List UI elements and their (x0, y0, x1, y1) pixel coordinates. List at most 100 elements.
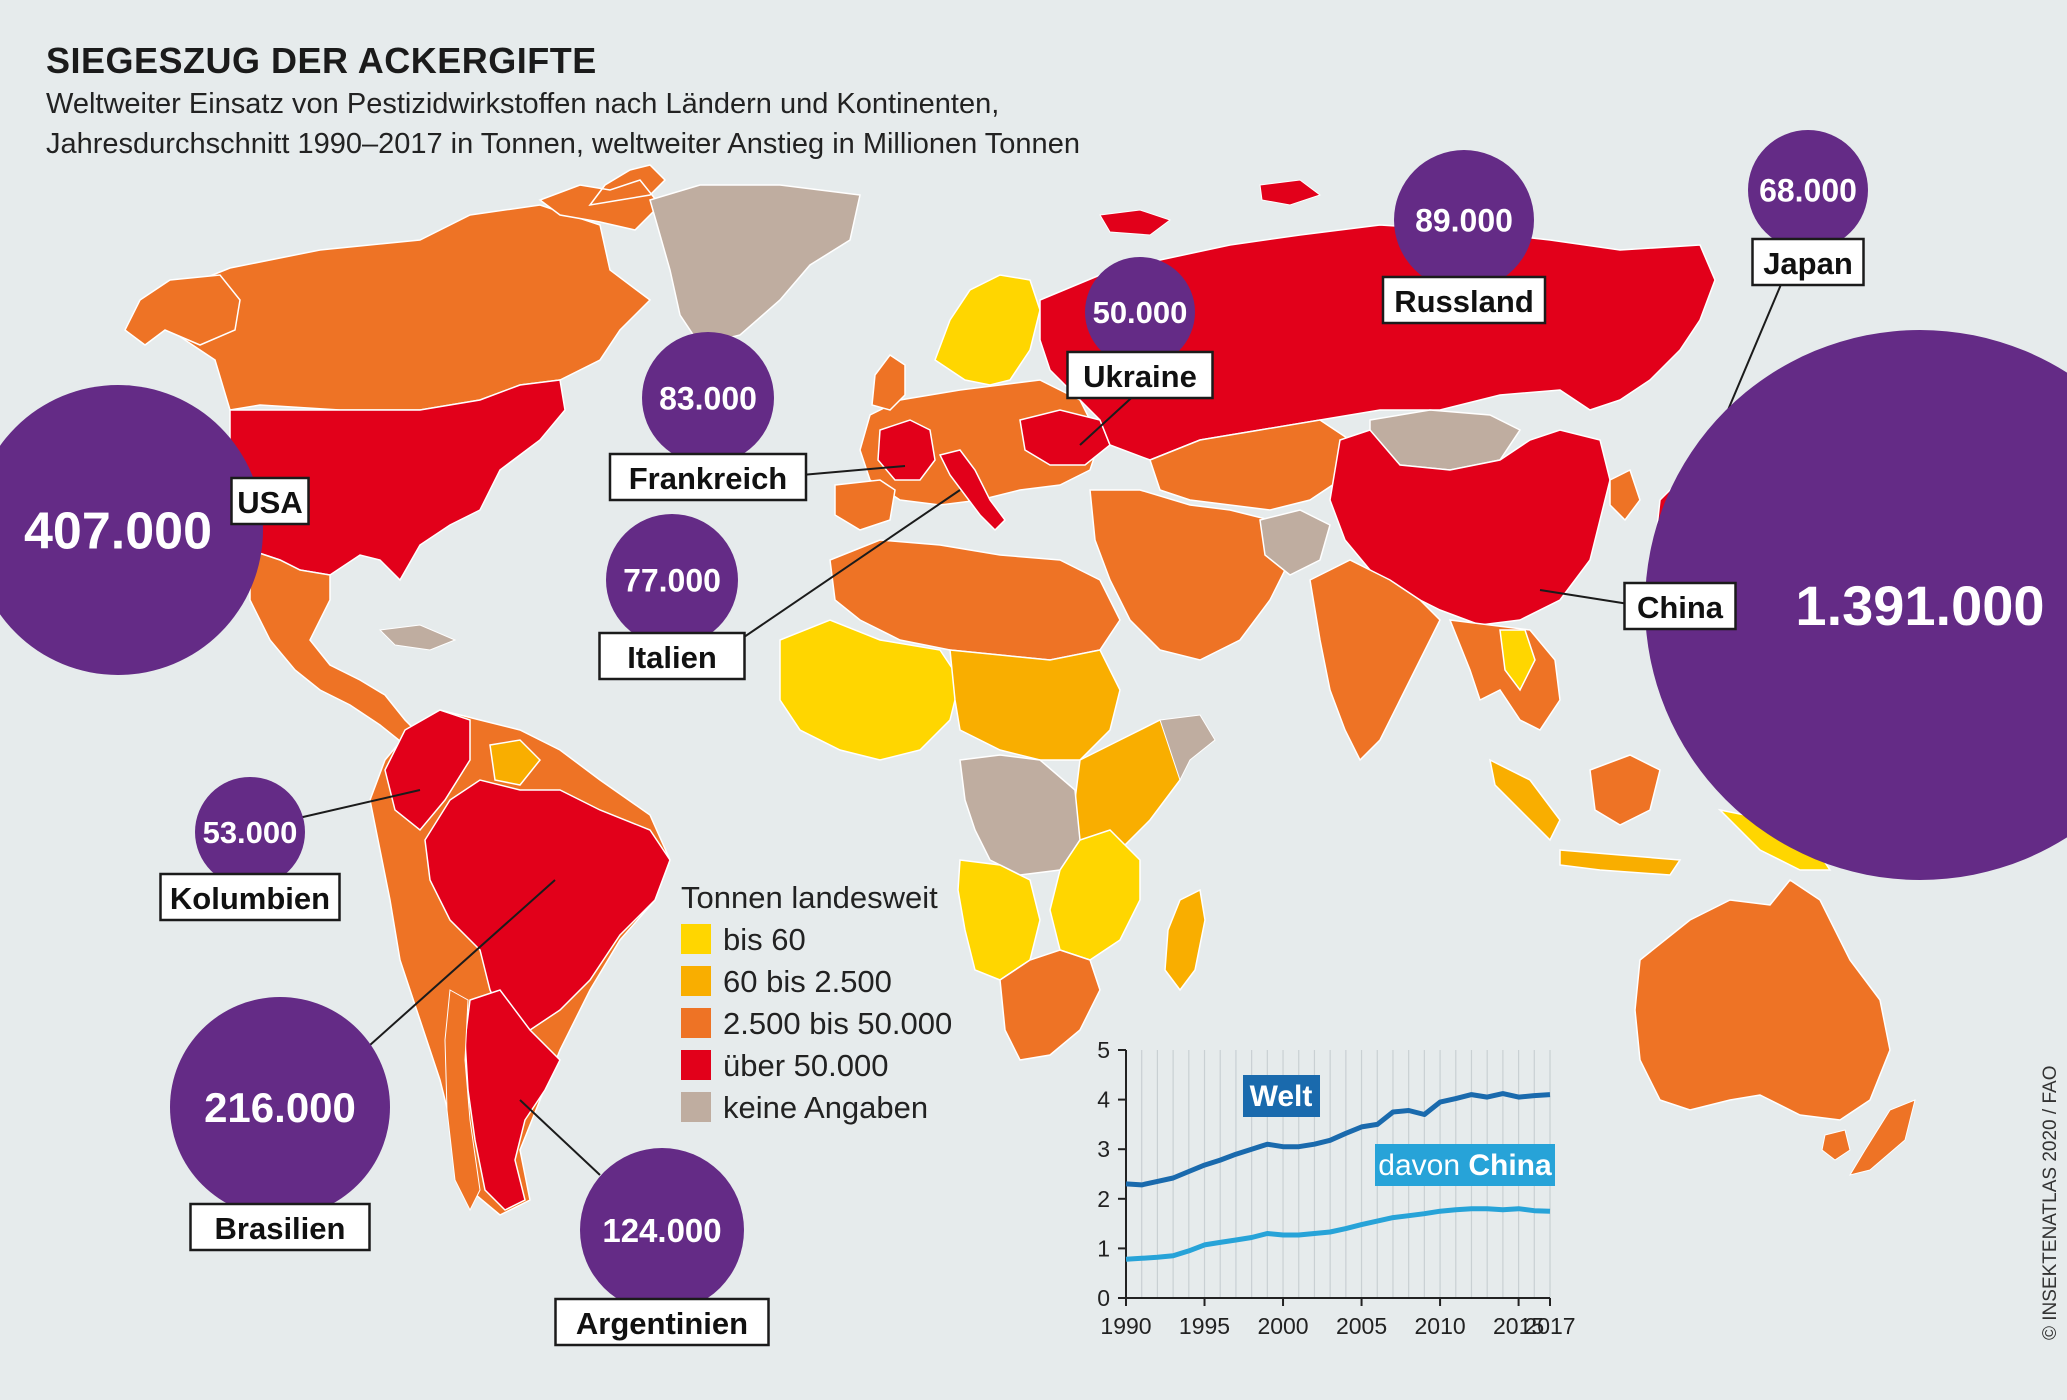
region-argentina (464, 989, 561, 1211)
bubble-argentinien (580, 1148, 744, 1312)
x-tick-1990: 1990 (1100, 1313, 1151, 1339)
series-label-box-china (1375, 1144, 1555, 1186)
bubble-china (1645, 330, 2067, 880)
label-box-ukraine (1066, 350, 1214, 400)
region-horn (1159, 714, 1216, 782)
x-tick-2005: 2005 (1336, 1313, 1387, 1339)
bubble-value-kolumbien: 53.000 (203, 815, 298, 850)
region-tasmania (1821, 1129, 1851, 1161)
bubble-italien (606, 514, 738, 646)
subtitle-line-2: Jahresdurchschnitt 1990–2017 in Tonnen, … (46, 128, 1080, 160)
series-label-china: davon China (1378, 1149, 1552, 1182)
region-russia-islands (1099, 179, 1322, 236)
bubble-frankreich (642, 332, 774, 464)
chart-series-labels: Welt davon China (1243, 1075, 1555, 1186)
y-tick-5: 5 (1097, 1037, 1110, 1063)
region-guyana (489, 739, 542, 786)
x-tick-1995: 1995 (1179, 1313, 1230, 1339)
label-layer: USA Frankreich Italien Ukraine Russland Japan… (159, 237, 1865, 1347)
legend-item-keine-angaben: keine Angaben (723, 1090, 928, 1125)
series-label-china-prefix: davon (1378, 1149, 1468, 1182)
y-tick-2: 2 (1097, 1186, 1110, 1212)
bubble-ukraine (1085, 257, 1195, 367)
y-tick-1: 1 (1097, 1235, 1110, 1261)
region-southern-africa (999, 949, 1101, 1061)
bubble-usa (0, 385, 263, 675)
series-label-china-bold: China (1468, 1149, 1552, 1182)
region-new-zealand (1848, 1099, 1916, 1176)
legend-item-bis-60: bis 60 (723, 922, 806, 957)
region-central-asia (1149, 419, 1351, 511)
legend-title: Tonnen landesweit (681, 880, 938, 915)
label-japan: Japan (1763, 246, 1853, 281)
bubble-value-brasilien: 216.000 (204, 1084, 356, 1131)
region-iberia (834, 479, 896, 531)
chart-axes (1125, 1050, 1550, 1299)
region-korea (1609, 468, 1641, 522)
region-sahel (949, 649, 1121, 761)
label-box-china (1623, 581, 1737, 631)
x-tick-2015: 2015 (1493, 1313, 1544, 1339)
series-label-welt: Welt (1250, 1080, 1313, 1113)
bubble-value-usa: 407.000 (24, 503, 212, 561)
label-italien: Italien (627, 640, 717, 675)
label-brasilien: Brasilien (215, 1211, 346, 1246)
bubble-russland (1394, 150, 1534, 290)
label-usa: USA (237, 485, 302, 520)
chart-lines (1125, 1091, 1551, 1262)
region-afghanistan (1259, 509, 1331, 576)
label-box-argentinien (554, 1297, 770, 1347)
label-argentinien: Argentinien (576, 1306, 748, 1341)
y-tick-3: 3 (1097, 1136, 1110, 1162)
y-tick-4: 4 (1097, 1087, 1110, 1113)
bubble-japan (1748, 130, 1868, 250)
label-china: China (1637, 590, 1724, 625)
label-ukraine: Ukraine (1083, 359, 1197, 394)
region-india (1309, 559, 1441, 762)
legend-item-ueber-50000: über 50.000 (723, 1048, 888, 1083)
credit: © INSEKTENATLAS 2020 / FAO (2040, 1065, 2061, 1340)
label-frankreich: Frankreich (629, 461, 788, 496)
legend-swatch-2500-50000 (681, 1008, 711, 1038)
region-france (877, 419, 936, 481)
x-tick-2017: 2017 (1524, 1313, 1575, 1339)
label-kolumbien: Kolumbien (170, 881, 330, 916)
bubble-value-argentinien: 124.000 (602, 1212, 721, 1249)
legend-swatch-60-2500 (681, 966, 711, 996)
series-line-davon-china (1125, 1206, 1551, 1262)
region-ukraine (1019, 409, 1111, 466)
region-greenland (649, 184, 861, 346)
region-scandinavia (934, 274, 1041, 386)
legend-item-2500-50000: 2.500 bis 50.000 (723, 1006, 952, 1041)
region-se-asia (1448, 619, 1561, 731)
x-tick-2010: 2010 (1414, 1313, 1465, 1339)
bubble-value-russland: 89.000 (1415, 203, 1513, 239)
label-box-frankreich (608, 452, 808, 502)
region-italy (938, 449, 1006, 532)
bubble-value-italien: 77.000 (623, 563, 721, 599)
bubble-value-china: 1.391.000 (1795, 574, 2044, 637)
region-chile (444, 989, 481, 1212)
region-central-africa (959, 754, 1081, 876)
region-indonesia (1488, 758, 1682, 876)
region-caribbean (378, 624, 457, 651)
region-west-africa (779, 619, 961, 761)
label-box-usa (230, 476, 310, 526)
label-box-japan (1751, 237, 1865, 287)
region-madagascar (1164, 888, 1206, 992)
label-box-italien (598, 631, 746, 681)
bubble-value-frankreich: 83.000 (659, 381, 757, 417)
label-box-kolumbien (159, 872, 341, 922)
legend-item-60-2500: 60 bis 2.500 (723, 964, 892, 999)
region-colombia (384, 709, 471, 832)
bubble-value-japan: 68.000 (1759, 173, 1857, 209)
legend: Tonnen landesweit bis 60 60 bis 2.500 2.… (681, 880, 952, 1125)
region-mexico (249, 548, 422, 746)
region-canada (148, 204, 652, 411)
region-australia (1634, 878, 1891, 1121)
legend-swatch-bis-60 (681, 924, 711, 954)
